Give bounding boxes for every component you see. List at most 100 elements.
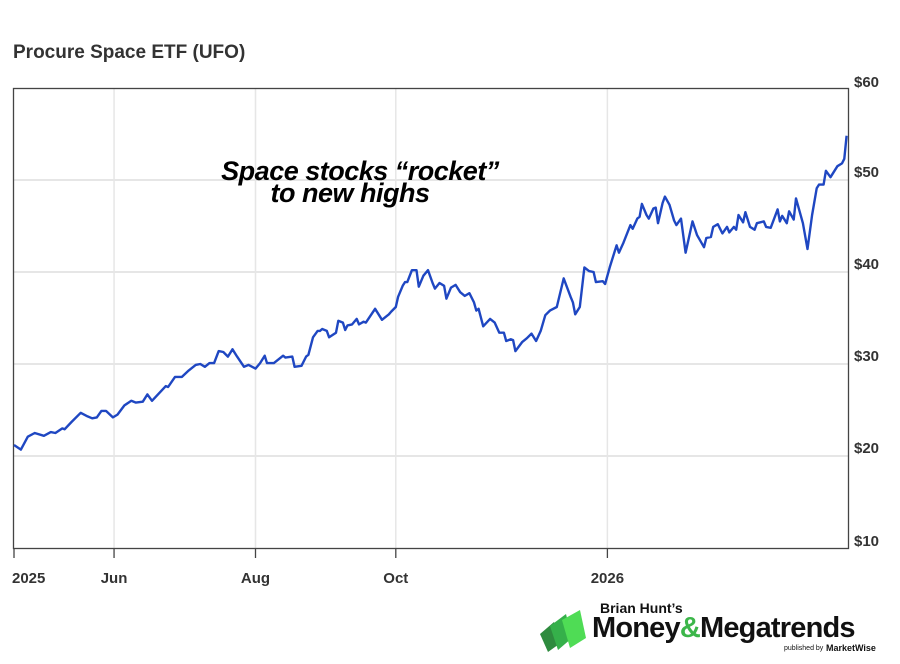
data-point	[34, 432, 36, 434]
data-point	[43, 435, 45, 437]
data-point	[356, 318, 358, 320]
data-point	[675, 224, 677, 226]
data-point	[468, 292, 470, 294]
line-chart: $60 $50 $40 $30 $20 $10 2025 Jun Aug Oct 2026 Spa…	[12, 74, 879, 587]
data-point	[503, 332, 505, 334]
data-point	[317, 330, 319, 332]
data-point	[213, 362, 215, 364]
data-point	[604, 283, 606, 285]
data-point	[146, 393, 148, 395]
data-point	[54, 432, 56, 434]
plot-frame	[12, 87, 850, 550]
data-point	[358, 323, 360, 325]
data-point	[188, 369, 190, 371]
data-point	[319, 330, 321, 332]
data-point	[786, 222, 788, 224]
data-point	[788, 210, 790, 212]
data-point	[728, 231, 730, 233]
data-point	[588, 270, 590, 272]
data-point	[816, 187, 818, 189]
data-point	[443, 285, 445, 287]
data-point	[655, 207, 657, 209]
data-point	[301, 365, 303, 367]
data-point	[593, 271, 595, 273]
data-point	[531, 333, 533, 335]
data-point	[703, 246, 705, 248]
data-point	[646, 214, 648, 216]
data-point	[264, 355, 266, 357]
data-point	[692, 220, 694, 222]
data-point	[648, 218, 650, 220]
data-point	[623, 242, 625, 244]
data-point	[418, 286, 420, 288]
data-point	[167, 386, 169, 388]
data-point	[291, 356, 293, 358]
data-point	[455, 284, 457, 286]
data-point	[512, 339, 514, 341]
data-point	[583, 266, 585, 268]
data-point	[434, 288, 436, 290]
y-tick-label: $50	[854, 164, 879, 181]
data-point	[825, 170, 827, 172]
data-point	[328, 336, 330, 338]
data-point	[763, 220, 765, 222]
data-point	[27, 436, 29, 438]
data-point	[459, 291, 461, 293]
data-point	[406, 281, 408, 283]
data-point	[266, 362, 268, 364]
data-point	[363, 321, 365, 323]
data-point	[347, 324, 349, 326]
data-point	[742, 221, 744, 223]
y-tick-label: $20	[854, 440, 879, 457]
data-point	[572, 301, 574, 303]
data-point	[135, 402, 137, 404]
data-point	[749, 226, 751, 228]
data-point	[64, 428, 66, 430]
data-point	[717, 223, 719, 225]
data-point	[351, 323, 353, 325]
data-point	[80, 412, 82, 414]
data-point	[664, 196, 666, 198]
data-point	[609, 266, 611, 268]
data-point	[335, 332, 337, 334]
data-point	[305, 356, 307, 358]
grid-lines	[14, 88, 848, 548]
logo-byline: Brian Hunt’s	[600, 600, 683, 616]
data-point	[489, 318, 491, 320]
x-tick-label: Jun	[101, 570, 128, 587]
data-point	[248, 364, 250, 366]
data-point	[422, 275, 424, 277]
x-tick-label: 2025	[12, 570, 45, 587]
data-point	[282, 355, 284, 357]
x-tick-label: Oct	[383, 570, 408, 587]
data-point	[411, 269, 413, 271]
y-axis: $60 $50 $40 $30 $20 $10	[854, 74, 879, 550]
data-point	[259, 362, 261, 364]
logo-megatrends: Megatrends	[700, 612, 856, 644]
data-point	[510, 338, 512, 340]
data-point	[117, 414, 119, 416]
data-point	[823, 184, 825, 186]
y-tick-label: $60	[854, 74, 879, 91]
data-point	[846, 135, 848, 137]
x-axis: 2025 Jun Aug Oct 2026	[12, 548, 624, 587]
data-point	[236, 356, 238, 358]
data-point	[199, 363, 201, 365]
data-point	[473, 301, 475, 303]
logo-published-by: published by	[784, 645, 824, 652]
data-point	[482, 325, 484, 327]
data-point	[641, 203, 643, 205]
data-point	[432, 282, 434, 284]
data-point	[570, 296, 572, 298]
data-point	[841, 162, 843, 164]
data-point	[273, 362, 275, 364]
data-point	[204, 366, 206, 368]
data-point	[574, 313, 576, 315]
y-tick-label: $40	[854, 256, 879, 273]
data-point	[549, 310, 551, 312]
data-point	[397, 296, 399, 298]
data-point	[712, 226, 714, 228]
data-point	[337, 320, 339, 322]
data-point	[795, 197, 797, 199]
data-point	[165, 385, 167, 387]
